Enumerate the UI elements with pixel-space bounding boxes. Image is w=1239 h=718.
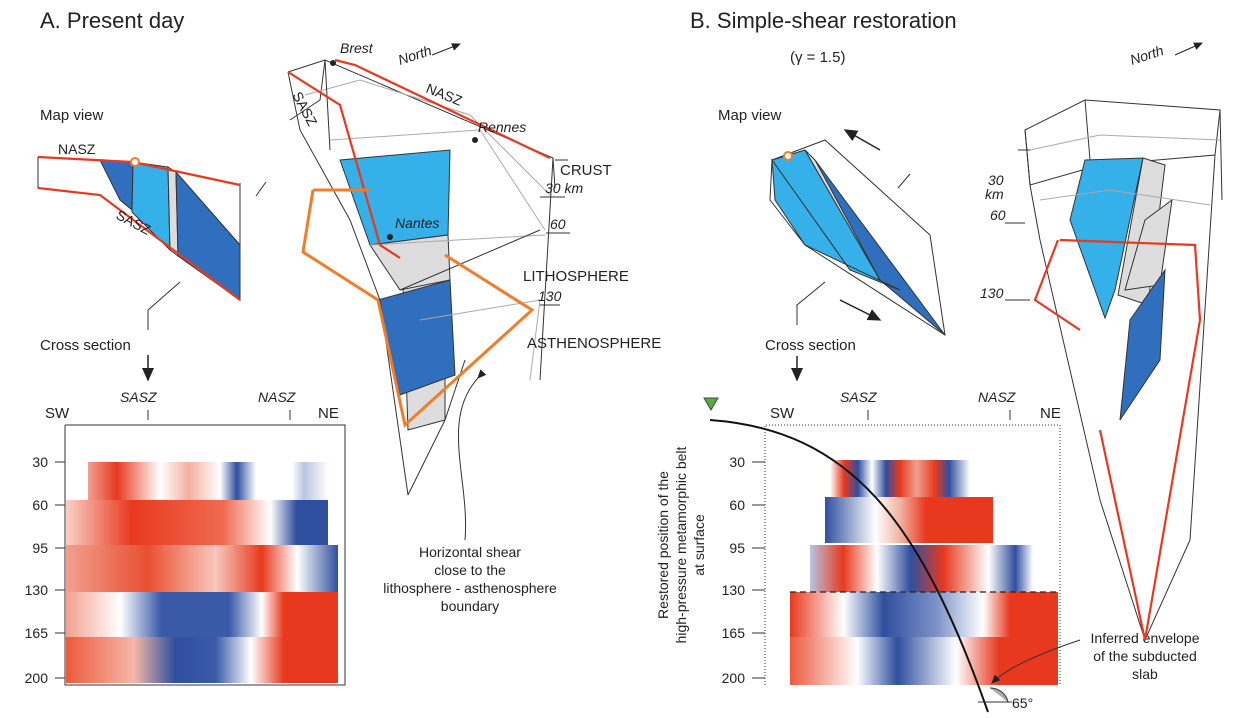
direction-label: NE [318, 405, 339, 422]
depth-label: 60 [550, 216, 566, 232]
fault-label: NASZ [978, 389, 1016, 405]
annotation: boundary [441, 598, 499, 614]
depth-label: km [985, 186, 1004, 202]
fault-label: SASZ [289, 89, 321, 129]
depth-label: 200 [25, 670, 49, 686]
depth-label: 95 [729, 540, 745, 556]
depth-label: 165 [25, 625, 49, 641]
north-label: North [396, 42, 434, 68]
annotation: slab [1132, 666, 1158, 682]
depth-label: 130 [722, 582, 746, 598]
fault-label: SASZ [840, 389, 877, 405]
layer-label: CRUST [560, 162, 612, 179]
depth-label: 60 [990, 207, 1006, 223]
fault-label: SASZ [120, 389, 157, 405]
panel-subtitle: (γ = 1.5) [790, 49, 845, 66]
vertical-label: high-pressure metamorphic belt [673, 446, 689, 643]
annotation: Horizontal shear [419, 544, 521, 560]
depth-label: 30 [729, 454, 745, 470]
depth-label: 30 km [545, 180, 583, 196]
map-view-label: Map view [718, 107, 782, 124]
cross-section [55, 410, 345, 685]
block-diagram [288, 44, 570, 540]
annotation: of the subducted [1093, 648, 1197, 664]
depth-label: 130 [538, 288, 562, 304]
fault-label: NASZ [424, 80, 465, 109]
panel-title: B. Simple-shear restoration [690, 8, 957, 33]
depth-label: 95 [32, 540, 48, 556]
layer-label: LITHOSPHERE [523, 268, 629, 285]
depth-label: 130 [25, 582, 49, 598]
map-view [770, 130, 945, 335]
depth-label: 130 [980, 285, 1004, 301]
cross-section [704, 398, 1080, 712]
depth-label: 60 [32, 497, 48, 513]
vertical-label: at surface [691, 514, 707, 576]
depth-label: 30 [32, 454, 48, 470]
place-label: Brest [340, 40, 374, 56]
annotation: lithosphere - asthenosphere [383, 580, 557, 596]
block-diagram [1005, 43, 1222, 640]
direction-label: SW [45, 405, 70, 422]
direction-label: NE [1040, 405, 1061, 422]
panel-a: A. Present day Map view NASZ SASZ Cross … [25, 8, 662, 686]
depth-label: 60 [729, 497, 745, 513]
place-label: Nantes [395, 215, 439, 231]
panel-b: B. Simple-shear restoration (γ = 1.5) Ma… [655, 8, 1222, 712]
panel-title: A. Present day [40, 8, 184, 33]
cross-section-label: Cross section [765, 337, 856, 354]
depth-label: 200 [722, 670, 746, 686]
vertical-label: Restored position of the [655, 471, 671, 619]
figure: A. Present day Map view NASZ SASZ Cross … [0, 0, 1239, 718]
place-label: Rennes [478, 119, 526, 135]
cross-section-label: Cross section [40, 337, 131, 354]
angle-label: 65° [1012, 695, 1033, 711]
fault-label: NASZ [258, 389, 296, 405]
direction-label: SW [770, 405, 795, 422]
depth-label: 165 [722, 625, 746, 641]
fault-label: NASZ [58, 141, 96, 157]
annotation: close to the [434, 562, 506, 578]
north-label: North [1128, 42, 1166, 68]
map-view [38, 157, 266, 330]
map-view-label: Map view [40, 107, 104, 124]
layer-label: ASTHENOSPHERE [527, 335, 661, 352]
